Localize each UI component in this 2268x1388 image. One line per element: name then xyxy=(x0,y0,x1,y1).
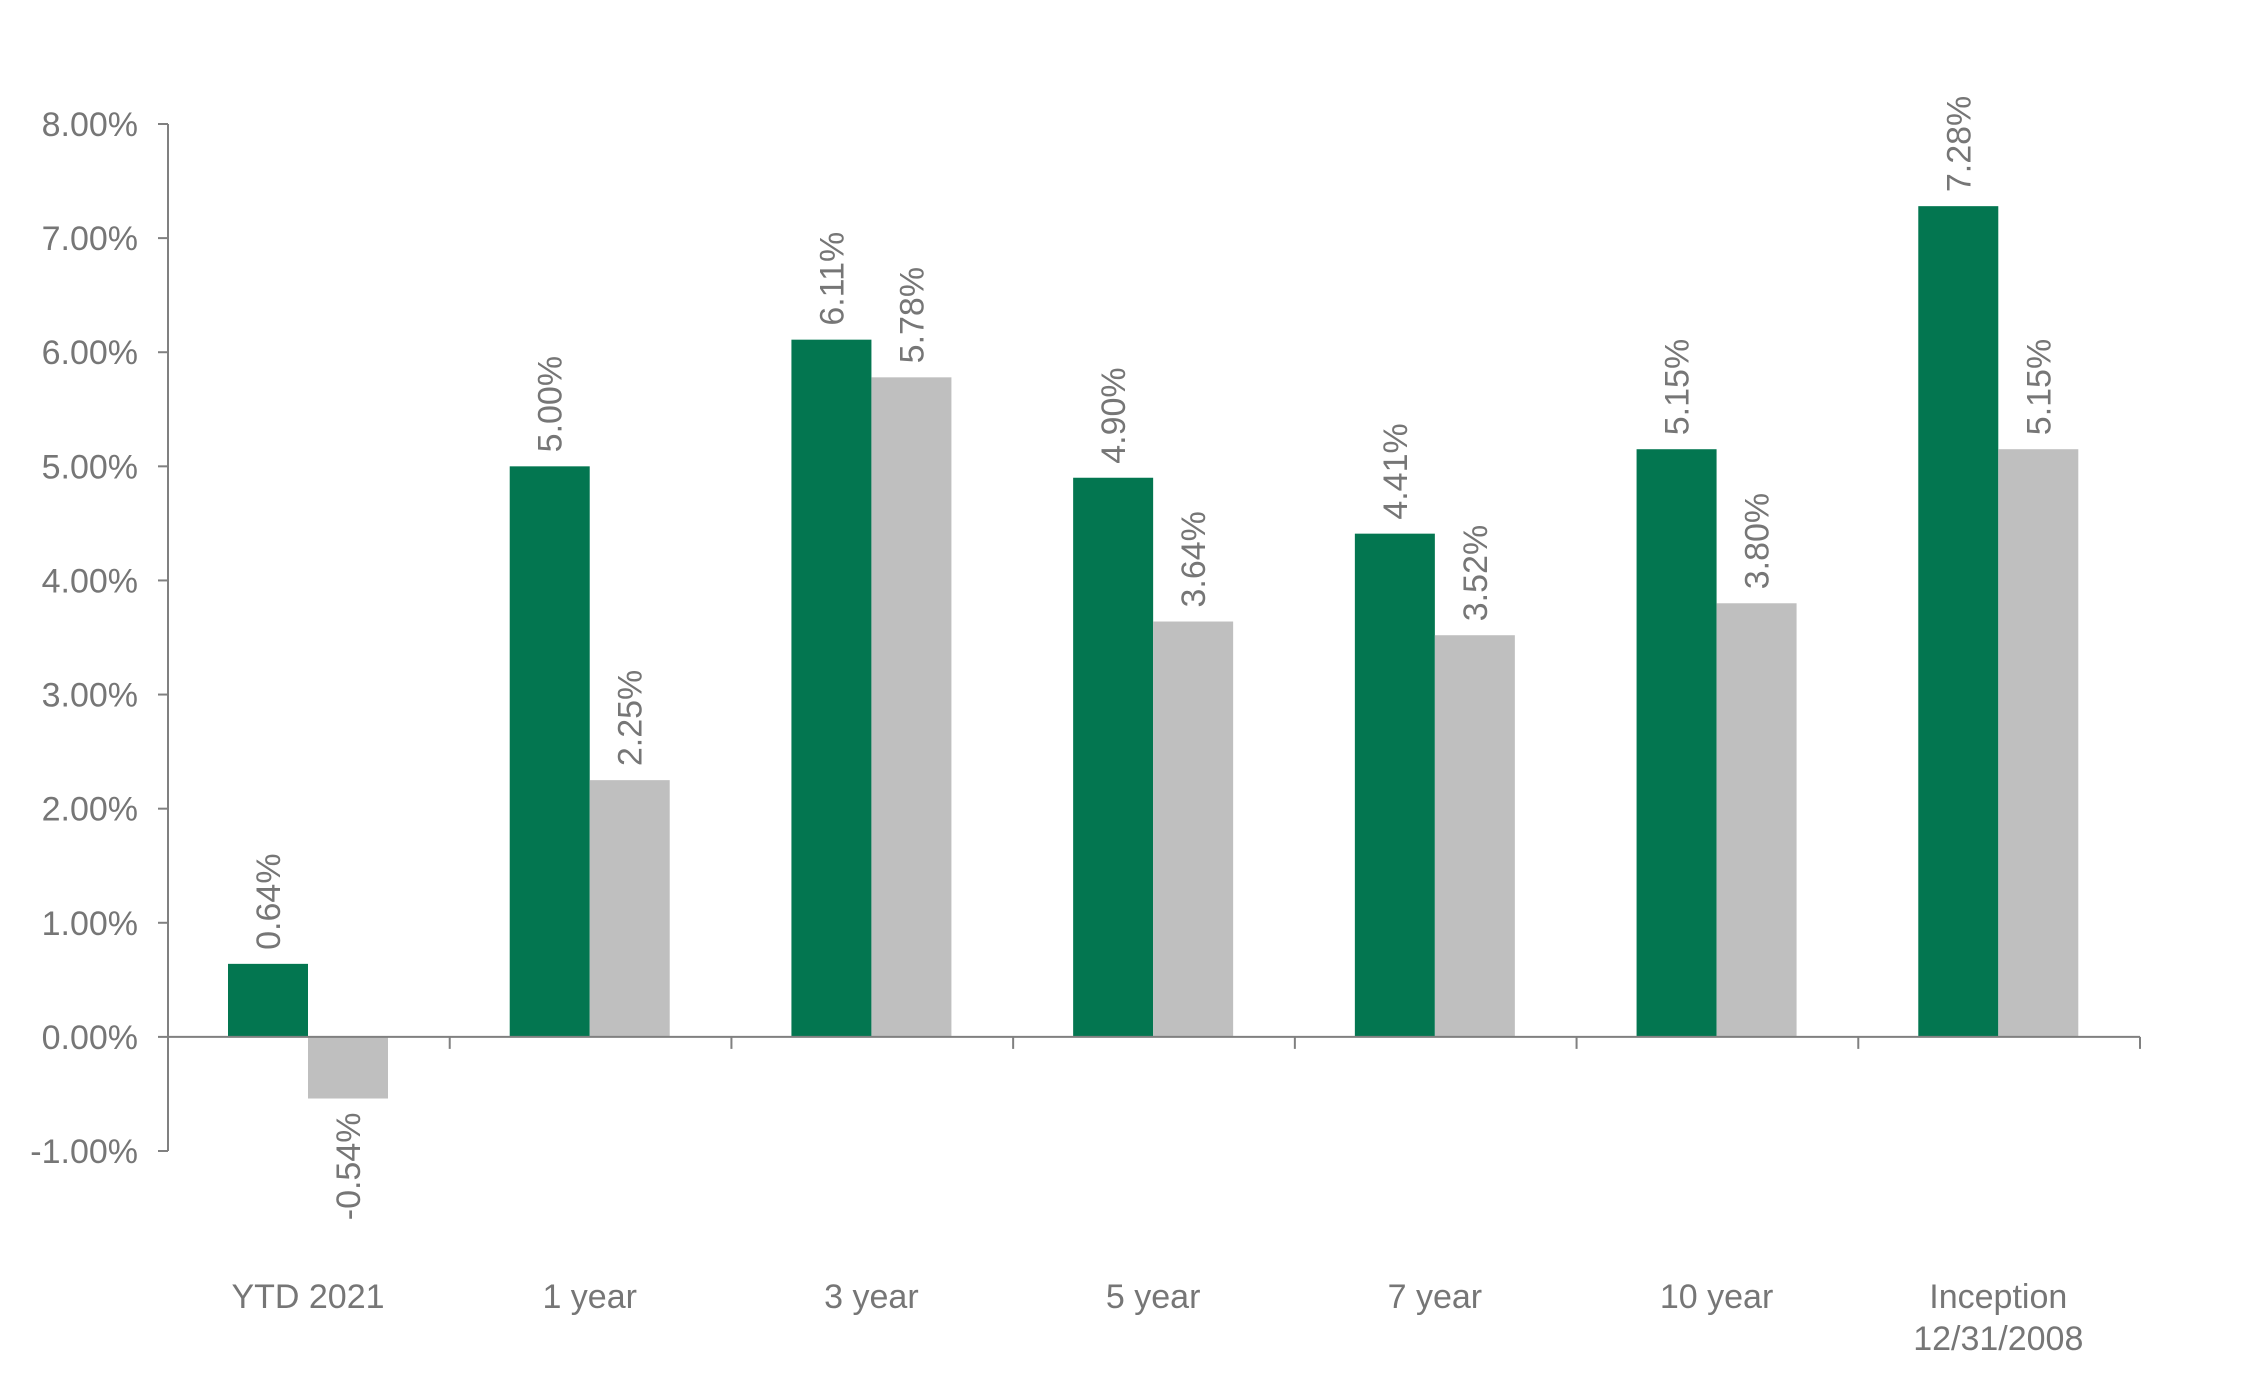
bar-series1-3 xyxy=(1073,477,1154,1037)
x-category-label-5: 10 year xyxy=(1660,1278,1773,1316)
bar-series1-4 xyxy=(1354,533,1435,1037)
x-category-label-6-line1: 12/31/2008 xyxy=(1913,1320,2083,1358)
bar-series1-0 xyxy=(228,963,308,1037)
x-category-label-0: YTD 2021 xyxy=(231,1278,384,1316)
data-label-series1-3: 4.90% xyxy=(1095,367,1133,463)
bar-series2-6 xyxy=(1998,449,2079,1037)
axes-layer xyxy=(158,123,2141,1152)
data-label-series2-6: 5.15% xyxy=(2020,339,2058,435)
data-label-series2-4: 3.52% xyxy=(1457,525,1495,621)
bars-layer xyxy=(228,206,2079,1099)
x-category-label-1: 1 year xyxy=(542,1278,637,1316)
x-category-label-4: 7 year xyxy=(1388,1278,1483,1316)
data-label-series2-3: 3.64% xyxy=(1175,511,1213,607)
data-label-series2-1: 2.25% xyxy=(612,670,650,766)
y-tick-label-2: 6.00% xyxy=(42,334,138,372)
data-label-series1-6: 7.28% xyxy=(1940,96,1978,192)
x-category-label-2: 3 year xyxy=(824,1278,919,1316)
bar-series1-2 xyxy=(791,339,872,1037)
bar-series2-0 xyxy=(308,1036,388,1099)
y-tick-label-1: 7.00% xyxy=(42,220,138,258)
y-tick-label-6: 2.00% xyxy=(42,791,138,829)
bar-series2-3 xyxy=(1153,621,1234,1037)
y-tick-label-9: -1.00% xyxy=(30,1133,138,1171)
y-tick-label-7: 1.00% xyxy=(42,905,138,943)
x-category-label-6-line0: Inception xyxy=(1929,1278,2067,1316)
data-label-series1-4: 4.41% xyxy=(1377,423,1415,519)
bar-series2-1 xyxy=(589,780,670,1037)
x-category-label-3: 5 year xyxy=(1106,1278,1201,1316)
bar-series1-1 xyxy=(509,466,590,1037)
data-label-series2-5: 3.80% xyxy=(1739,493,1777,589)
y-tick-label-0: 8.00% xyxy=(42,106,138,144)
data-label-series1-5: 5.15% xyxy=(1659,339,1697,435)
y-tick-label-4: 4.00% xyxy=(42,562,138,600)
labels-layer: 0.64% 5.00% 6.11% 4.90% 4.41% 5.15% 7.28% -0.54… xyxy=(30,96,2083,1358)
data-label-series1-2: 6.11% xyxy=(813,232,851,326)
data-label-series2-2: 5.78% xyxy=(893,267,931,363)
bar-series1-5 xyxy=(1636,449,1717,1037)
bar-series2-5 xyxy=(1716,603,1797,1037)
data-label-series2-0: -0.54% xyxy=(330,1113,368,1221)
y-tick-label-3: 5.00% xyxy=(42,448,138,486)
bar-series2-2 xyxy=(871,377,952,1037)
bar-series2-4 xyxy=(1434,635,1515,1037)
data-label-series1-1: 5.00% xyxy=(532,356,570,452)
y-tick-label-8: 0.00% xyxy=(42,1019,138,1057)
data-label-series1-0: 0.64% xyxy=(250,853,288,949)
y-tick-label-5: 3.00% xyxy=(42,677,138,715)
bar-series1-6 xyxy=(1918,206,1999,1037)
